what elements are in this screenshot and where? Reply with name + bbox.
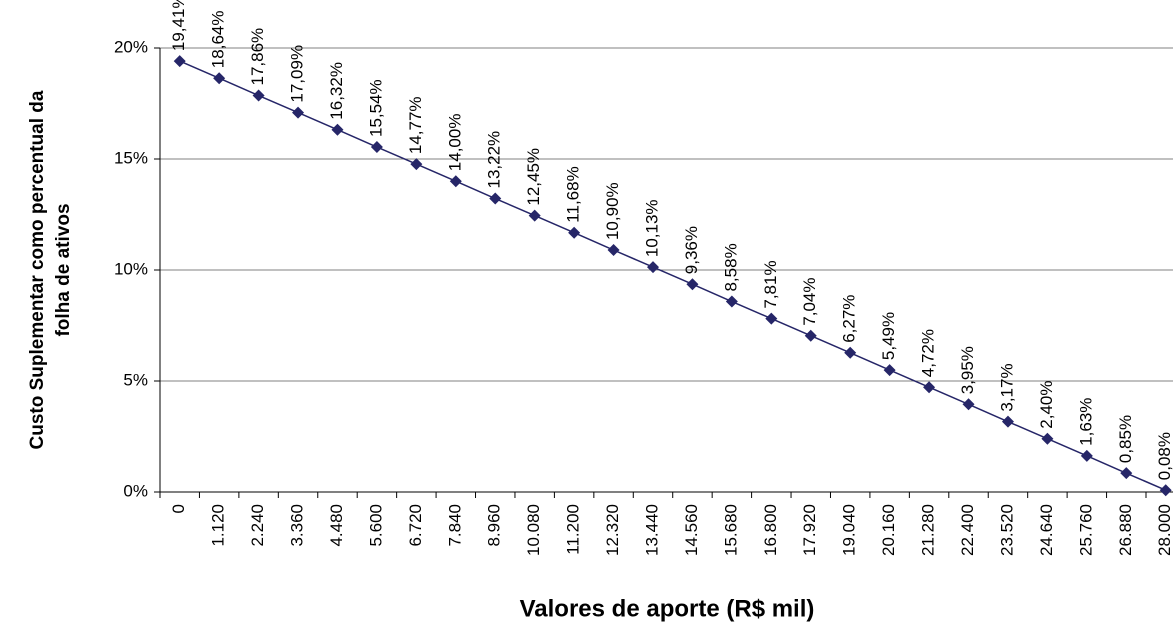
data-point <box>686 278 699 291</box>
data-point <box>1080 449 1093 462</box>
data-point <box>1159 484 1172 497</box>
data-point <box>844 346 857 359</box>
data-point <box>410 158 423 171</box>
y-axis-title: folha de ativos <box>53 203 74 336</box>
data-point <box>449 175 462 188</box>
data-label: 15,54% <box>366 79 385 137</box>
data-label: 4,72% <box>919 329 938 377</box>
x-axis-title: Valores de aporte (R$ mil) <box>520 595 815 622</box>
x-tick-label: 21.280 <box>919 504 938 556</box>
data-point <box>765 312 778 325</box>
y-tick-label: 0% <box>123 481 148 500</box>
data-label: 11,68% <box>564 166 583 222</box>
x-tick-label: 11.200 <box>564 504 583 555</box>
data-label: 2,40% <box>1037 381 1056 429</box>
data-point <box>923 381 936 394</box>
data-point <box>607 244 620 257</box>
data-point <box>370 141 383 154</box>
data-point <box>647 261 659 274</box>
data-label: 18,64% <box>209 11 228 69</box>
data-label: 13,22% <box>485 131 504 189</box>
x-tick-label: 15.680 <box>721 504 740 556</box>
data-label: 7,81% <box>761 260 780 308</box>
x-tick-label: 0 <box>169 504 188 513</box>
data-point <box>173 55 186 68</box>
data-point <box>292 106 305 119</box>
data-point <box>528 209 541 222</box>
x-tick-label: 25.760 <box>1076 504 1095 556</box>
y-tick-label: 10% <box>114 259 148 278</box>
data-label: 17,86% <box>248 28 267 86</box>
x-tick-label: 20.160 <box>879 504 898 556</box>
data-point <box>725 295 738 308</box>
data-label: 3,17% <box>997 363 1016 411</box>
x-tick-label: 8.960 <box>485 504 504 547</box>
data-label: 7,04% <box>800 278 819 326</box>
data-point <box>1001 415 1014 428</box>
data-label: 9,36% <box>682 226 701 274</box>
data-point <box>252 89 265 102</box>
data-label: 16,32% <box>327 62 346 120</box>
data-label: 19,41% <box>169 0 188 51</box>
data-label: 8,58% <box>721 243 740 291</box>
x-tick-label: 12.320 <box>603 504 622 556</box>
data-label: 1,63% <box>1076 398 1095 446</box>
x-tick-label: 6.720 <box>406 504 425 547</box>
x-tick-label: 3.360 <box>288 504 307 547</box>
y-tick-label: 5% <box>123 370 148 389</box>
x-tick-label: 23.520 <box>997 504 1016 556</box>
y-tick-label: 20% <box>114 37 148 56</box>
x-tick-label: 17.920 <box>800 504 819 556</box>
data-label: 12,45% <box>524 148 543 206</box>
x-tick-label: 16.800 <box>761 504 780 556</box>
data-point <box>804 329 817 342</box>
x-tick-label: 13.440 <box>642 504 661 556</box>
data-label: 14,77% <box>406 96 425 154</box>
data-point <box>1120 467 1133 480</box>
x-tick-label: 28.000 <box>1155 504 1174 556</box>
data-label: 14,00% <box>445 114 464 172</box>
x-tick-label: 22.400 <box>958 504 977 556</box>
x-tick-label: 7.840 <box>445 504 464 547</box>
x-tick-label: 1.120 <box>209 504 228 547</box>
data-line <box>179 60 1167 491</box>
x-tick-label: 19.040 <box>840 504 859 556</box>
data-label: 17,09% <box>288 45 307 103</box>
data-point <box>331 123 344 136</box>
y-axis-title: Custo Suplementar como percentual da <box>27 90 48 449</box>
data-point <box>1041 432 1054 445</box>
x-tick-label: 10.080 <box>524 504 543 556</box>
data-label: 10,90% <box>603 182 622 240</box>
data-label: 0,85% <box>1116 415 1135 463</box>
data-label: 6,27% <box>840 295 859 343</box>
y-tick-label: 15% <box>114 148 148 167</box>
data-point <box>489 192 502 205</box>
data-point <box>883 364 896 377</box>
data-label: 0,08% <box>1155 432 1174 480</box>
data-label: 3,95% <box>958 346 977 394</box>
data-label: 10,13% <box>642 199 661 257</box>
data-label: 5,49% <box>879 312 898 360</box>
x-tick-label: 2.240 <box>248 504 267 547</box>
data-point <box>568 226 581 239</box>
x-tick-label: 5.600 <box>366 504 385 547</box>
data-point <box>213 72 226 85</box>
x-tick-label: 24.640 <box>1037 504 1056 556</box>
x-tick-label: 14.560 <box>682 504 701 556</box>
x-tick-label: 26.880 <box>1116 504 1135 556</box>
x-tick-label: 4.480 <box>327 504 346 547</box>
data-point <box>962 398 975 411</box>
